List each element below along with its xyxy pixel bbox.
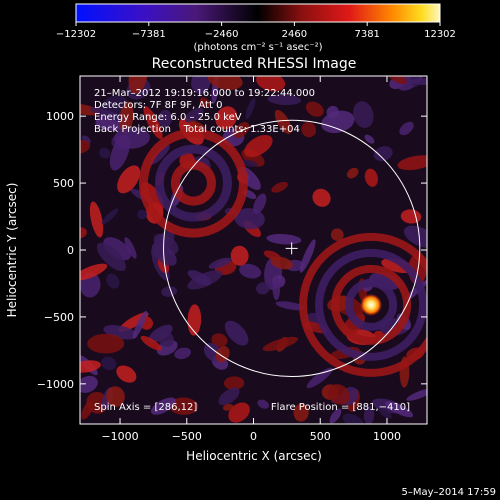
spin-axis-label: Spin Axis = [286,12] [94, 402, 197, 413]
colorbar-tick-label: −7381 [132, 29, 166, 40]
date-stamp: 5–May–2014 17:59 [402, 487, 496, 498]
colorbar [75, 3, 441, 23]
x-axis-label: Heliocentric X (arcsec) [186, 449, 322, 463]
flare-position-label: Flare Position = [881,−410] [271, 402, 410, 413]
axis-ticks: −1000 −500 0 500 1000 −1000 −500 0 500 1000 [37, 76, 427, 443]
info-line-2: Detectors: 7F 8F 9F, Att 0 [94, 100, 222, 111]
y-tick-label: 1000 [46, 110, 74, 123]
x-tick-label: −500 [172, 430, 202, 443]
colorbar-units: (photons cm⁻² s⁻¹ asec⁻²) [193, 42, 322, 53]
colorbar-tick-label: 7381 [354, 29, 379, 40]
info-line-1: 21–Mar–2012 19:19:16.000 to 19:22:44.000 [94, 88, 315, 99]
colorbar-ticks: −12302 −7381 −2460 2460 7381 12302 [56, 22, 456, 40]
colorbar-tick-label: 12302 [424, 29, 456, 40]
colorbar-tick-label: −12302 [56, 29, 96, 40]
y-tick-label: −1000 [37, 378, 74, 391]
solar-limb-circle [163, 119, 421, 378]
y-axis-label: Heliocentric Y (arcsec) [5, 183, 19, 318]
y-tick-label: 0 [67, 244, 74, 257]
y-tick-label: −500 [44, 311, 74, 324]
x-tick-label: 500 [310, 430, 331, 443]
info-line-3: Energy Range: 6.0 – 25.0 keV [94, 112, 242, 123]
y-tick-label: 500 [53, 177, 74, 190]
x-tick-label: 0 [250, 430, 257, 443]
info-line-4: Back Projection Total counts: 1.33E+04 [94, 124, 300, 135]
colorbar-tick-label: −2460 [205, 29, 239, 40]
flare-source [360, 293, 383, 316]
image-texture [80, 76, 427, 424]
x-tick-label: −1000 [101, 430, 138, 443]
chart-title: Reconstructed RHESSI Image [152, 56, 357, 72]
colorbar-tick-label: 2460 [282, 29, 307, 40]
x-tick-label: 1000 [373, 430, 401, 443]
sun-center-marker [285, 242, 298, 255]
